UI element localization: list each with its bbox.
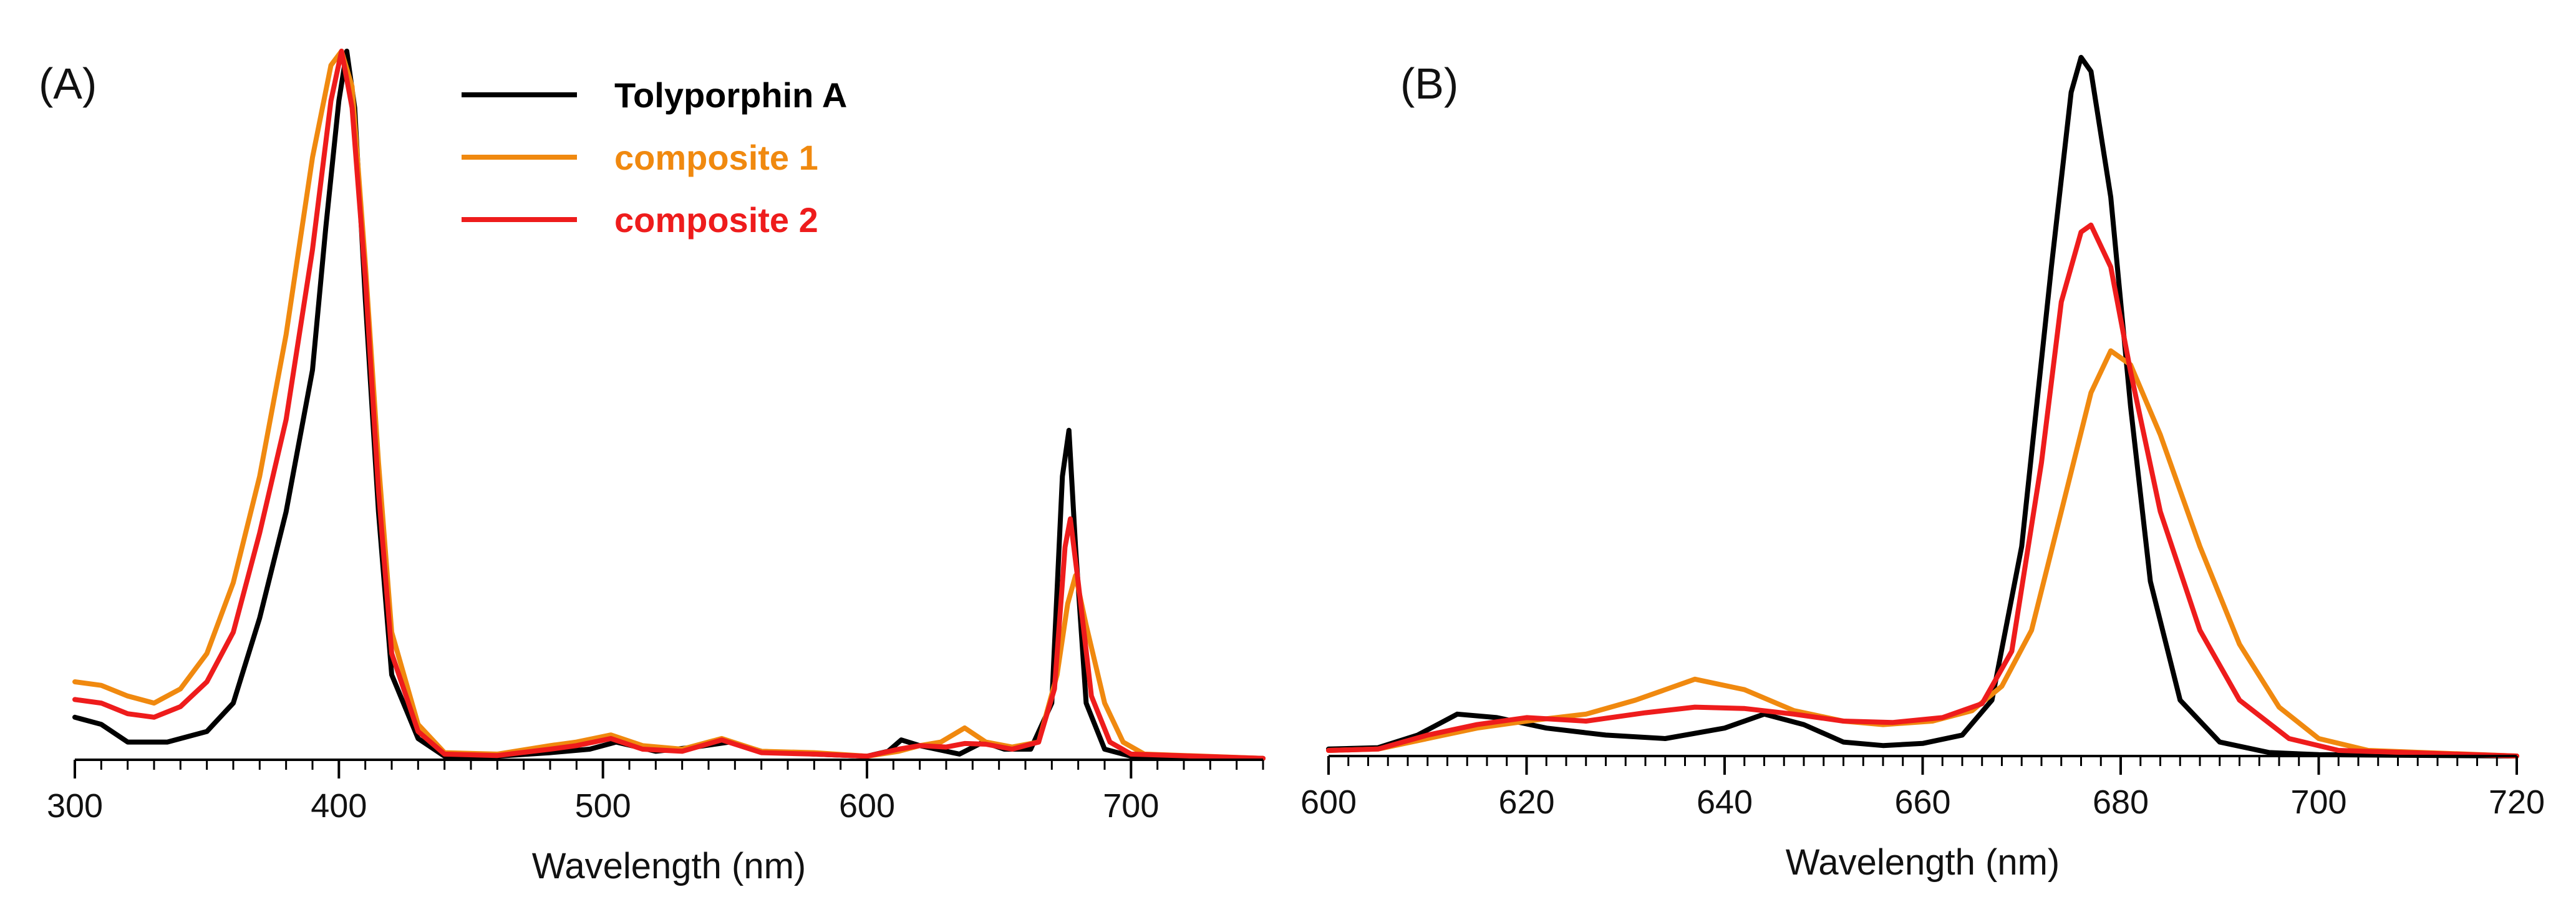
x-tick-label: 660 — [1894, 783, 1950, 821]
x-tick-label: 400 — [311, 787, 367, 825]
legend-label-composite-1: composite 1 — [614, 138, 818, 177]
legend: Tolyporphin A composite 1 composite 2 — [462, 75, 847, 240]
x-tick-label: 500 — [575, 787, 631, 825]
x-tick-label: 720 — [2489, 783, 2545, 821]
panel-b-series-composite-2 — [1326, 222, 2519, 759]
legend-label-composite-2: composite 2 — [614, 200, 818, 240]
x-tick-label: 300 — [47, 787, 103, 825]
panel-b-series-group — [1326, 55, 2519, 759]
panel-b-series-tolyporphin-a — [1326, 55, 2519, 759]
x-tick-label: 620 — [1498, 783, 1554, 821]
legend-entry-composite-1: composite 1 — [462, 138, 818, 177]
x-tick-label: 640 — [1697, 783, 1753, 821]
panel-a-x-ticks: 300 400 500 600 700 — [47, 760, 1264, 825]
x-tick-label: 700 — [2290, 783, 2346, 821]
legend-entry-tolyporphin-a: Tolyporphin A — [462, 75, 847, 115]
legend-entry-composite-2: composite 2 — [462, 200, 818, 240]
legend-label-tolyporphin-a: Tolyporphin A — [614, 75, 847, 115]
panel-label-b: (B) — [1400, 59, 1458, 108]
panel-label-a: (A) — [39, 59, 97, 108]
panel-b-series-composite-1 — [1326, 348, 2519, 759]
panel-a-series-composite-2 — [72, 49, 1266, 761]
panel-b: (B) 600 620 640 660 680 700 720 Wavelength (nm… — [1300, 55, 2545, 883]
panel-b-x-ticks: 600 620 640 660 680 700 720 — [1300, 756, 2545, 821]
panel-a-x-axis-title: Wavelength (nm) — [532, 846, 806, 886]
x-tick-label: 700 — [1103, 787, 1159, 825]
x-tick-label: 680 — [2093, 783, 2149, 821]
panel-a-series-group — [72, 49, 1266, 761]
x-tick-label: 600 — [1300, 783, 1357, 821]
panel-b-x-axis-title: Wavelength (nm) — [1786, 842, 2060, 883]
panel-a: (A) 300 400 500 600 700 Wavelength (nm) Toly… — [39, 49, 1266, 886]
x-tick-label: 600 — [839, 787, 895, 825]
